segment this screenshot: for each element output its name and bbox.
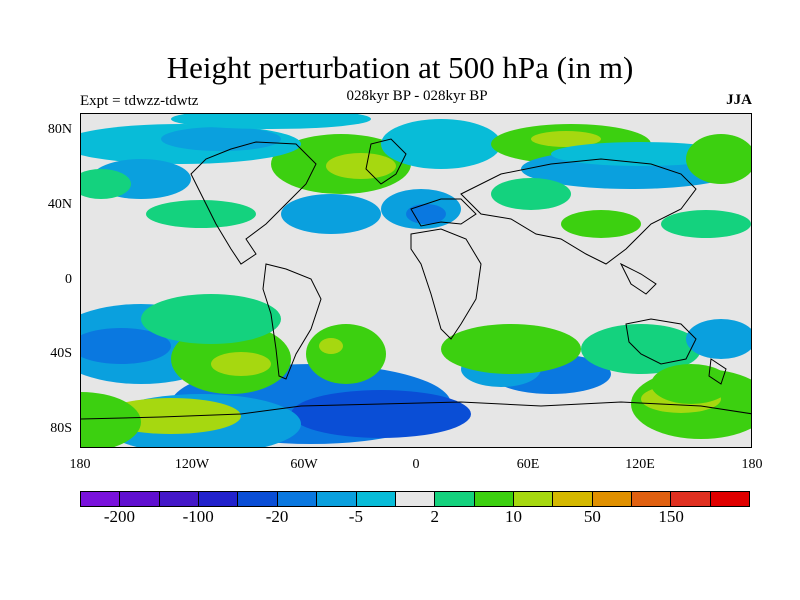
contour-region xyxy=(211,352,271,376)
colorbar-box xyxy=(513,492,554,506)
contour-region xyxy=(561,210,641,238)
contour-region xyxy=(141,294,281,344)
contour-region xyxy=(686,134,751,184)
coastline-path xyxy=(410,198,477,227)
contour-region xyxy=(146,200,256,228)
coastline-path xyxy=(625,318,697,365)
colorbar-box xyxy=(671,492,711,506)
colorbar-box xyxy=(159,492,200,506)
colorbar-label: 50 xyxy=(583,507,601,526)
lat-tick-label: 40N xyxy=(47,196,72,212)
colorbar-box xyxy=(553,492,593,506)
coastline-path xyxy=(619,262,657,295)
contour-region xyxy=(406,204,446,224)
contour-region xyxy=(381,119,501,169)
colorbar-label: -100 xyxy=(182,507,214,526)
contour-region xyxy=(326,153,396,179)
colorbar-box xyxy=(277,492,318,506)
coastline-path xyxy=(81,413,242,420)
colorbar-box xyxy=(632,492,672,506)
contour-region xyxy=(531,131,601,147)
colorbar-box xyxy=(592,492,633,506)
contour-region xyxy=(81,169,131,199)
lon-tick-label: 60E xyxy=(516,457,540,472)
contour-region xyxy=(161,127,281,151)
colorbar-label: 2 xyxy=(430,507,439,526)
lon-tick-label: 60W xyxy=(290,457,318,472)
coastline-path xyxy=(708,358,727,385)
colorbar-label: -5 xyxy=(348,507,363,526)
contour-region xyxy=(291,390,471,438)
contour-shading xyxy=(81,114,751,447)
coastline-path xyxy=(410,228,482,340)
lon-tick-label: 180 xyxy=(741,457,763,472)
colorbar-box xyxy=(81,492,121,506)
lat-tick-label: 80N xyxy=(47,122,72,137)
lon-tick-label: 180 xyxy=(69,457,91,472)
colorbar-box xyxy=(395,492,436,506)
colorbar-box xyxy=(120,492,160,506)
colorbar-box xyxy=(238,492,278,506)
colorbar-box xyxy=(710,492,750,506)
coastline-path xyxy=(365,138,407,185)
lon-tick-label: 0 xyxy=(412,457,420,472)
colorbar xyxy=(80,491,750,507)
colorbar-box xyxy=(435,492,475,506)
contour-region xyxy=(441,324,581,374)
lat-tick-label: 0 xyxy=(65,271,72,287)
contour-region xyxy=(81,328,171,364)
contour-region xyxy=(651,364,731,404)
colorbar-label: 150 xyxy=(658,507,684,526)
colorbar-box xyxy=(317,492,357,506)
contour-region xyxy=(281,194,381,234)
season-label: JJA xyxy=(726,92,752,108)
contour-region xyxy=(319,338,343,354)
lat-tick-label: 40S xyxy=(50,346,72,362)
colorbar-box xyxy=(199,492,239,506)
contour-region xyxy=(171,114,371,129)
colorbar-box xyxy=(356,492,396,506)
map-title: Height perturbation at 500 hPa (in m) xyxy=(166,50,634,85)
coastline-path xyxy=(190,141,317,265)
map-plot-area xyxy=(80,113,752,448)
colorbar-label: -200 xyxy=(103,507,135,526)
coastline-path xyxy=(460,158,697,265)
period-label: 028kyr BP - 028kyr BP xyxy=(346,88,488,104)
coastlines xyxy=(81,138,751,420)
experiment-label: Expt = tdwzz-tdwtz xyxy=(80,93,199,109)
colorbar-box xyxy=(474,492,514,506)
contour-region xyxy=(491,178,571,210)
contour-region xyxy=(81,392,141,447)
colorbar-label: 10 xyxy=(505,507,523,526)
lon-tick-label: 120E xyxy=(625,457,655,472)
height-perturbation-map xyxy=(81,114,751,447)
contour-region xyxy=(686,319,751,359)
coastline-path xyxy=(262,263,322,380)
colorbar-label: -20 xyxy=(265,507,289,526)
contour-region xyxy=(306,324,386,384)
coastline-path xyxy=(240,401,751,415)
lat-tick-label: 80S xyxy=(50,421,72,436)
contour-region xyxy=(661,210,751,238)
lon-tick-label: 120W xyxy=(174,457,210,472)
